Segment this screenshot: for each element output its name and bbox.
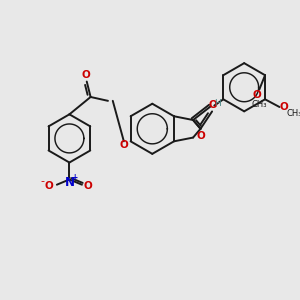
Text: O: O — [119, 140, 128, 150]
Text: H: H — [214, 99, 220, 108]
Text: O: O — [196, 130, 205, 141]
Text: -: - — [40, 176, 44, 186]
Text: CH₃: CH₃ — [251, 100, 267, 109]
Text: +: + — [72, 173, 78, 182]
Text: O: O — [45, 181, 53, 191]
Text: N: N — [64, 176, 74, 189]
Text: O: O — [280, 102, 289, 112]
Text: CH₃: CH₃ — [286, 109, 300, 118]
Text: O: O — [81, 70, 90, 80]
Text: O: O — [209, 100, 218, 110]
Text: O: O — [253, 90, 262, 100]
Text: O: O — [83, 181, 92, 191]
